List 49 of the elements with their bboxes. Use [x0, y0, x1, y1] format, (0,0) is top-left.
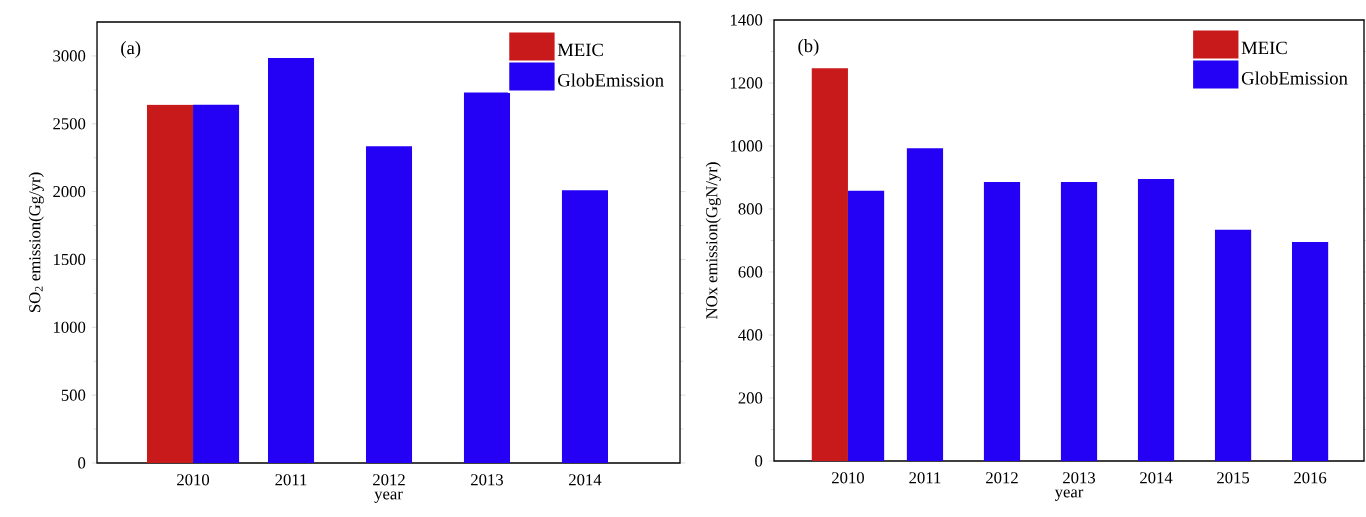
legend-label: GlobEmission — [1241, 71, 1348, 85]
x-tick-label: 2013 — [471, 474, 503, 486]
x-axis-title: year — [1054, 489, 1084, 501]
bar — [1137, 179, 1175, 461]
x-axis-title: year — [374, 491, 403, 503]
x-tick-label: 2015 — [1217, 472, 1250, 484]
y-tick-label: 500 — [61, 389, 86, 401]
x-tick-label: 2012 — [373, 474, 405, 486]
bar — [561, 190, 608, 463]
bar — [811, 68, 848, 461]
bar — [146, 104, 194, 463]
y-tick-label: 800 — [738, 203, 763, 215]
bar — [1214, 229, 1252, 461]
y-axis-title: NOx emission(GgN/yr) — [705, 162, 721, 319]
x-tick-label: 2014 — [569, 474, 602, 486]
legend-label: MEIC — [557, 43, 603, 57]
y-tick-label: 1000 — [730, 140, 763, 152]
y-tick-label: 0 — [78, 457, 86, 469]
y-tick-label: 1500 — [53, 253, 86, 266]
bar — [365, 146, 413, 463]
x-tick-label: 2014 — [1140, 472, 1173, 484]
y-tick-label: 3000 — [53, 50, 86, 62]
y-tick-label: 200 — [738, 392, 763, 404]
annotation: (b) — [798, 39, 819, 56]
bar — [268, 57, 315, 463]
y-tick-label: 600 — [738, 266, 763, 278]
bar — [463, 92, 511, 463]
x-tick-label: 2011 — [909, 472, 941, 484]
x-tick-label: 2010 — [177, 474, 210, 486]
annotation: (a) — [121, 41, 141, 58]
y-tick-label: 1200 — [730, 77, 763, 89]
x-tick-label: 2016 — [1294, 472, 1327, 484]
x-tick-label: 2012 — [986, 472, 1018, 484]
bar — [983, 181, 1021, 461]
x-tick-label: 2010 — [832, 472, 864, 484]
y-tick-label: 2000 — [53, 185, 86, 198]
y-tick-label: 0 — [755, 455, 763, 467]
bar — [1291, 242, 1329, 461]
y-tick-label: 400 — [738, 329, 763, 341]
y-tick-label: 1400 — [730, 14, 763, 26]
y-axis-title: SO$_{2}$ emission(Gg/yr) — [28, 172, 44, 312]
bar — [1060, 181, 1098, 461]
legend-label: GlobEmission — [558, 73, 664, 87]
x-tick-label: 2013 — [1063, 472, 1096, 484]
x-tick-label: 2011 — [275, 474, 307, 486]
legend-label: MEIC — [1241, 41, 1287, 55]
y-tick-label: 1000 — [53, 321, 86, 333]
bar — [906, 148, 944, 461]
y-tick-label: 2500 — [53, 118, 86, 130]
